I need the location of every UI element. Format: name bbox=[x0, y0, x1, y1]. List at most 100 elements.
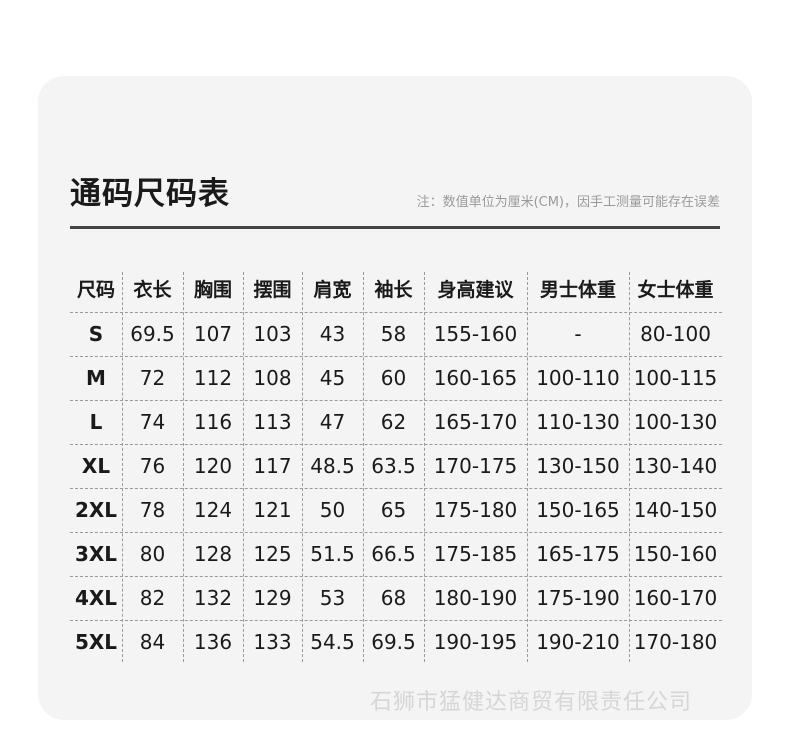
note: 注：数值单位为厘米(CM)，因手工测量可能存在误差 bbox=[416, 195, 720, 210]
table-cell: 103 bbox=[253, 322, 292, 346]
column-divider bbox=[424, 272, 425, 662]
table-cell: 82 bbox=[139, 586, 166, 610]
table-cell: 69.5 bbox=[130, 322, 175, 346]
column-divider bbox=[243, 272, 244, 662]
table-cell: 53 bbox=[319, 586, 346, 610]
column-header: 男士体重 bbox=[539, 279, 616, 301]
row-divider bbox=[70, 312, 722, 313]
table-cell: 170-175 bbox=[433, 454, 518, 478]
table-cell: 69.5 bbox=[371, 630, 416, 654]
column-divider bbox=[183, 272, 184, 662]
column-divider bbox=[629, 272, 630, 662]
table-cell: 2XL bbox=[74, 498, 118, 522]
column-header: 肩宽 bbox=[313, 279, 352, 301]
table-cell: 175-180 bbox=[433, 498, 518, 522]
table-cell: 165-170 bbox=[433, 410, 518, 434]
table-cell: S bbox=[88, 322, 104, 346]
row-divider bbox=[70, 356, 722, 357]
table-cell: 129 bbox=[253, 586, 292, 610]
table-cell: 165-175 bbox=[536, 542, 620, 566]
card: 石狮市猛健达商贸有限责任公司 bbox=[38, 76, 752, 720]
table-cell: 4XL bbox=[74, 586, 118, 610]
table-cell: 136 bbox=[193, 630, 233, 654]
column-header: 女士体重 bbox=[637, 279, 714, 301]
table-cell: 130-140 bbox=[633, 454, 718, 478]
table-cell: 51.5 bbox=[310, 542, 355, 566]
table-cell: 120 bbox=[193, 454, 233, 478]
table-cell: 113 bbox=[253, 410, 292, 434]
table-cell: 63.5 bbox=[371, 454, 416, 478]
table-cell: 155-160 bbox=[433, 322, 518, 346]
table-cell: 3XL bbox=[74, 542, 118, 566]
column-header: 尺码 bbox=[76, 279, 115, 301]
table-cell: 72 bbox=[139, 366, 166, 390]
column-divider bbox=[527, 272, 528, 662]
table-cell: 100-115 bbox=[633, 366, 718, 390]
table-cell: L bbox=[89, 410, 103, 434]
table-cell: 68 bbox=[380, 586, 407, 610]
row-divider bbox=[70, 444, 722, 445]
table-cell: 76 bbox=[139, 454, 166, 478]
column-header: 胸围 bbox=[193, 279, 232, 301]
column-header: 袖长 bbox=[374, 279, 413, 301]
column-divider bbox=[302, 272, 303, 662]
table-cell: 80-100 bbox=[640, 322, 711, 346]
table-cell: 66.5 bbox=[371, 542, 416, 566]
table-cell: 133 bbox=[253, 630, 292, 654]
table-cell: XL bbox=[81, 454, 111, 478]
table-cell: 60 bbox=[380, 366, 407, 390]
table-cell: 100-130 bbox=[633, 410, 718, 434]
table-cell: 47 bbox=[319, 410, 346, 434]
table-cell: 160-165 bbox=[433, 366, 518, 390]
table-cell: 175-185 bbox=[433, 542, 518, 566]
table-cell: - bbox=[574, 322, 582, 346]
title: 通码尺码表 bbox=[70, 176, 230, 212]
table-cell: 125 bbox=[253, 542, 292, 566]
row-divider bbox=[70, 488, 722, 489]
table-cell: 58 bbox=[380, 322, 407, 346]
row-divider bbox=[70, 620, 722, 621]
table-cell: 117 bbox=[253, 454, 292, 478]
table-cell: 140-150 bbox=[633, 498, 718, 522]
table-cell: 54.5 bbox=[310, 630, 355, 654]
table-cell: 160-170 bbox=[633, 586, 718, 610]
table-cell: 78 bbox=[139, 498, 166, 522]
table-cell: 175-190 bbox=[536, 586, 620, 610]
table-cell: 190-210 bbox=[536, 630, 620, 654]
table-cell: 150-165 bbox=[536, 498, 620, 522]
column-divider bbox=[122, 272, 123, 662]
table-cell: 5XL bbox=[74, 630, 118, 654]
table-cell: 50 bbox=[319, 498, 346, 522]
row-divider bbox=[70, 400, 722, 401]
table-cell: 107 bbox=[193, 322, 233, 346]
table-cell: 48.5 bbox=[310, 454, 355, 478]
column-divider bbox=[363, 272, 364, 662]
table-cell: 84 bbox=[139, 630, 166, 654]
table-cell: M bbox=[86, 366, 106, 390]
watermark: 石狮市猛健达商贸有限责任公司 bbox=[370, 690, 693, 715]
table-cell: 80 bbox=[139, 542, 166, 566]
table-cell: 190-195 bbox=[433, 630, 518, 654]
table-cell: 45 bbox=[319, 366, 346, 390]
table-cell: 74 bbox=[139, 410, 166, 434]
column-header: 摆围 bbox=[253, 279, 292, 301]
row-divider bbox=[70, 532, 722, 533]
table-cell: 150-160 bbox=[633, 542, 718, 566]
row-divider bbox=[70, 576, 722, 577]
column-header: 衣长 bbox=[133, 279, 172, 301]
divider bbox=[70, 226, 720, 229]
column-header: 身高建议 bbox=[437, 279, 514, 301]
table-cell: 180-190 bbox=[433, 586, 518, 610]
table-cell: 121 bbox=[253, 498, 292, 522]
table-cell: 100-110 bbox=[536, 366, 620, 390]
table-cell: 124 bbox=[193, 498, 233, 522]
table-cell: 112 bbox=[193, 366, 233, 390]
table-cell: 108 bbox=[253, 366, 292, 390]
table-cell: 65 bbox=[380, 498, 407, 522]
table-cell: 116 bbox=[193, 410, 233, 434]
table-cell: 110-130 bbox=[536, 410, 620, 434]
table-cell: 130-150 bbox=[536, 454, 620, 478]
table-cell: 43 bbox=[319, 322, 346, 346]
table-cell: 132 bbox=[193, 586, 233, 610]
